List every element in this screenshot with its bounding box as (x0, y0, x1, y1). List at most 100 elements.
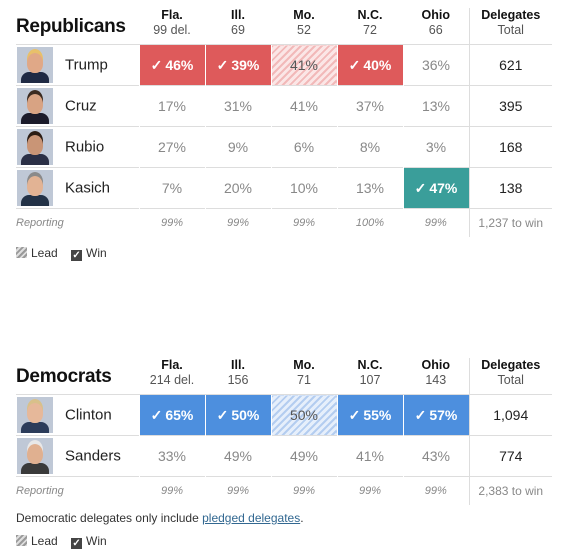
checkmark-icon: ✓ (71, 250, 83, 261)
vote-share: 13% (355, 180, 385, 196)
state-result-cell: 49% (204, 435, 271, 477)
state-name: Fla. (161, 358, 183, 372)
state-result-cell: 6% (270, 126, 337, 168)
candidate-name: Sanders (65, 447, 121, 465)
lead-swatch-icon (16, 247, 27, 258)
avatar-face (27, 176, 43, 196)
vote-share: 50% (231, 406, 260, 423)
state-result-cell: ✓ 39% (204, 44, 271, 86)
vote-share: 9% (227, 139, 249, 155)
reporting-row: Reporting 99% 99% 99% 99% 99% 2,383 to win (16, 476, 552, 505)
vote-share: 40% (363, 56, 392, 73)
state-result-cell: ✓ 47% (402, 167, 469, 209)
candidate-photo-icon (17, 170, 53, 206)
state-name: Ohio (421, 8, 450, 22)
vote-share: 41% (289, 98, 319, 114)
checkmark-icon: ✓ (414, 406, 427, 423)
republican-results-panel: Republicans Fla. 99 del. Ill. 69 Mo. 52 N.C… (16, 8, 552, 261)
state-result-cell: ✓ 40% (336, 44, 403, 86)
delegates-header-sub: Total (497, 373, 524, 387)
state-delegates: 99 del. (153, 23, 191, 37)
state-delegates: 52 (297, 23, 311, 37)
reporting-value: 99% (337, 476, 403, 505)
legend-win: ✓ Win (71, 534, 107, 549)
candidate-rows: Trump ✓ 46% ✓ 39% 41% ✓ 40% 36% 621 Cruz 17% 31% 41% 3… (16, 44, 552, 237)
reporting-value: 99% (403, 208, 469, 237)
vote-share: 43% (421, 448, 451, 464)
vote-share: 8% (359, 139, 381, 155)
legend-lead: Lead (16, 534, 58, 548)
pledged-delegates-note: Democratic delegates only include pledge… (16, 511, 552, 525)
avatar-torso (21, 463, 49, 474)
state-header-nc: N.C. 72 (337, 8, 403, 45)
state-result-cell: 8% (336, 126, 403, 168)
reporting-value: 99% (139, 476, 205, 505)
candidate-name: Rubio (65, 138, 105, 156)
pledged-delegates-link[interactable]: pledged delegates (202, 511, 301, 525)
delegate-total: 395 (468, 85, 552, 127)
state-result-cell: 13% (402, 85, 469, 127)
avatar-face (27, 403, 43, 423)
state-name: N.C. (357, 358, 383, 372)
candidate-photo-icon (17, 129, 53, 165)
avatar-face (27, 135, 43, 155)
vote-share: 20% (223, 180, 253, 196)
delegates-header-title: Delegates (481, 8, 541, 22)
state-header-ill: Ill. 156 (205, 358, 271, 395)
state-result-cell: ✓ 57% (402, 394, 469, 436)
state-result-cell: 10% (270, 167, 337, 209)
state-delegates: 71 (297, 373, 311, 387)
vote-share: 57% (429, 406, 458, 423)
note-end: . (300, 511, 304, 525)
checkmark-icon: ✓ (348, 56, 361, 73)
vote-share: 17% (157, 98, 187, 114)
state-name: Mo. (293, 358, 315, 372)
state-result-cell: 31% (204, 85, 271, 127)
state-header-ohio: Ohio 66 (403, 8, 469, 45)
state-delegates: 69 (231, 23, 245, 37)
vote-share: 46% (165, 56, 194, 73)
checkmark-icon: ✓ (150, 406, 163, 423)
vote-share: 3% (425, 139, 447, 155)
state-header-fla: Fla. 99 del. (139, 8, 205, 45)
header-row: Democrats Fla. 214 del. Ill. 156 Mo. 71 N.C… (16, 358, 552, 395)
candidate-photo-icon (17, 438, 53, 474)
state-result-cell: 17% (138, 85, 205, 127)
state-name: Mo. (293, 8, 315, 22)
state-delegates: 72 (363, 23, 377, 37)
candidate-name: Kasich (65, 179, 111, 197)
checkmark-icon: ✓ (216, 56, 229, 73)
avatar-face (27, 94, 43, 114)
vote-share: 39% (231, 56, 260, 73)
party-title: Democrats (16, 366, 112, 387)
checkmark-icon: ✓ (414, 179, 427, 196)
legend-lead: Lead (16, 246, 58, 260)
state-name: N.C. (357, 8, 383, 22)
legend: Lead ✓ Win (16, 533, 552, 549)
candidate-name: Cruz (65, 97, 97, 115)
vote-share: 41% (355, 448, 385, 464)
candidate-rows: Clinton ✓ 65% ✓ 50% 50% ✓ 55% ✓ 57% 1,094 Sanders 33… (16, 394, 552, 505)
candidate-row: Clinton ✓ 65% ✓ 50% 50% ✓ 55% ✓ 57% 1,094 (16, 394, 552, 436)
delegate-total: 621 (468, 44, 552, 86)
reporting-value: 99% (271, 208, 337, 237)
state-result-cell: 41% (270, 85, 337, 127)
vote-share: 7% (161, 180, 183, 196)
vote-share: 49% (223, 448, 253, 464)
candidate-photo-icon (17, 88, 53, 124)
vote-share: 49% (289, 448, 319, 464)
avatar-face (27, 53, 43, 73)
candidate-name-cell: Cruz (16, 85, 139, 127)
candidate-name-cell: Trump (16, 44, 139, 86)
avatar-face (27, 444, 43, 464)
legend-lead-label: Lead (31, 534, 58, 548)
legend-win-label: Win (86, 246, 107, 260)
state-result-cell: 36% (402, 44, 469, 86)
state-result-cell: ✓ 65% (138, 394, 205, 436)
democrat-results-panel: Democrats Fla. 214 del. Ill. 156 Mo. 71 N.C… (16, 358, 552, 549)
state-result-cell: 33% (138, 435, 205, 477)
avatar-torso (21, 72, 49, 83)
state-name: Ill. (231, 358, 245, 372)
state-result-cell: 13% (336, 167, 403, 209)
state-result-cell: 27% (138, 126, 205, 168)
